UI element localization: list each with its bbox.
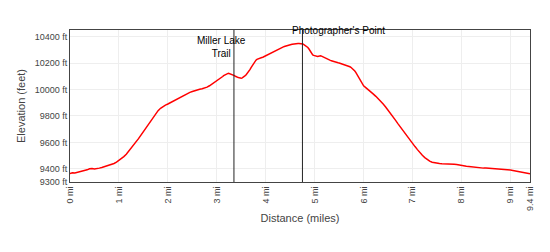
svg-text:Elevation (feet): Elevation (feet): [15, 69, 27, 143]
svg-text:9800 ft: 9800 ft: [40, 111, 68, 121]
svg-text:9 mi: 9 mi: [505, 187, 515, 204]
svg-text:6 mi: 6 mi: [359, 187, 369, 204]
svg-text:8 mi: 8 mi: [456, 187, 466, 204]
svg-text:Photographer's Point: Photographer's Point: [292, 25, 385, 36]
svg-text:4 mi: 4 mi: [261, 187, 271, 204]
svg-text:5 mi: 5 mi: [310, 187, 320, 204]
svg-text:7 mi: 7 mi: [407, 187, 417, 204]
svg-text:1 mi: 1 mi: [114, 187, 124, 204]
svg-text:9.4 mi: 9.4 mi: [525, 187, 535, 212]
svg-text:9300 ft: 9300 ft: [40, 177, 68, 187]
svg-text:9600 ft: 9600 ft: [40, 138, 68, 148]
svg-text:Miller LakeTrail: Miller LakeTrail: [197, 35, 246, 59]
svg-text:9400 ft: 9400 ft: [40, 164, 68, 174]
svg-text:10400 ft: 10400 ft: [35, 32, 68, 42]
svg-text:2 mi: 2 mi: [163, 187, 173, 204]
svg-text:3 mi: 3 mi: [212, 187, 222, 204]
svg-text:10000 ft: 10000 ft: [35, 85, 68, 95]
svg-text:10200 ft: 10200 ft: [35, 58, 68, 68]
svg-text:Distance (miles): Distance (miles): [261, 212, 340, 224]
svg-text:0 mi: 0 mi: [65, 187, 75, 204]
